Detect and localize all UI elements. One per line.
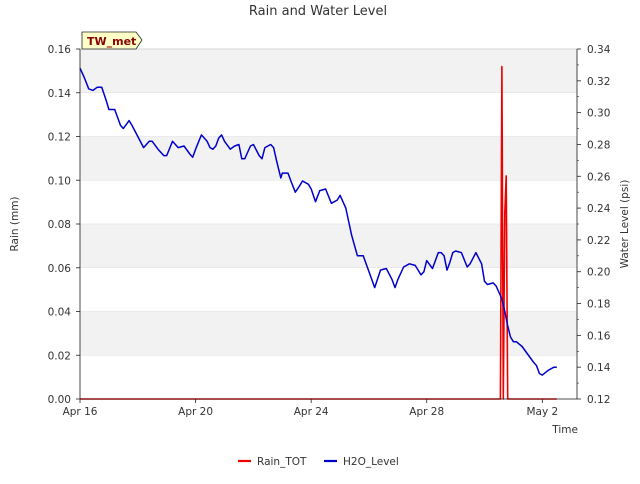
y-left-axis-label: Rain (mm): [9, 196, 21, 251]
y-left-axis-ticks: 0.00 0.02 0.04 0.06 0.08 0.10 0.12 0.14 0.16: [48, 44, 80, 406]
chart-title: Rain and Water Level: [249, 4, 387, 19]
x-axis-ticks: Apr 16 Apr 20 Apr 24 Apr 28 May 2: [63, 399, 558, 418]
y-right-tick-label: 0.26: [587, 171, 611, 183]
y-left-tick-label: 0.16: [48, 44, 72, 56]
site-label-box: [81, 31, 143, 50]
plot-band: [80, 311, 577, 356]
y-right-tick-label: 0.30: [587, 108, 610, 120]
x-tick-label: Apr 20: [178, 406, 213, 418]
y-right-tick-label: 0.28: [587, 139, 610, 151]
x-tick-label: Apr 28: [409, 406, 444, 418]
y-right-tick-label: 0.22: [587, 235, 610, 247]
y-right-tick-label: 0.20: [587, 267, 610, 279]
y-left-tick-label: 0.08: [48, 219, 71, 231]
y-right-tick-label: 0.14: [587, 362, 611, 374]
y-left-tick-label: 0.14: [48, 88, 72, 100]
site-label-badge: TW_met: [81, 31, 143, 50]
series-line-h2o-level: [79, 67, 557, 376]
plot-band: [80, 49, 577, 93]
x-tick-label: Apr 24: [294, 406, 329, 418]
plot-band: [80, 224, 577, 268]
y-right-axis-ticks: 0.12 0.14 0.16 0.18 0.20 0.22 0.24 0.26 0.28 0.30…: [577, 44, 611, 406]
site-label-text: TW_met: [87, 35, 136, 48]
plot-band: [80, 136, 577, 181]
y-left-tick-label: 0.06: [48, 263, 72, 275]
legend-label-h2o: H2O_Level: [343, 456, 399, 468]
legend-label-rain: Rain_TOT: [257, 456, 307, 468]
y-left-tick-label: 0.00: [48, 394, 71, 406]
y-right-tick-label: 0.32: [587, 76, 610, 88]
y-right-tick-label: 0.12: [587, 394, 610, 406]
y-left-tick-label: 0.12: [48, 132, 71, 144]
y-right-tick-label: 0.18: [587, 299, 610, 311]
x-axis-label: Time: [551, 424, 578, 436]
y-left-tick-label: 0.04: [48, 307, 72, 319]
y-right-tick-label: 0.34: [587, 44, 611, 56]
x-tick-label: May 2: [526, 406, 558, 418]
y-left-tick-label: 0.02: [48, 350, 71, 362]
plot-bands: [80, 49, 577, 356]
x-tick-label: Apr 16: [63, 406, 98, 418]
y-right-tick-label: 0.24: [587, 203, 611, 215]
y-left-tick-label: 0.10: [48, 175, 71, 187]
y-right-tick-label: 0.16: [587, 330, 611, 342]
legend: Rain_TOT H2O_Level: [238, 456, 399, 468]
y-right-axis-label: Water Level (psi): [619, 180, 631, 269]
